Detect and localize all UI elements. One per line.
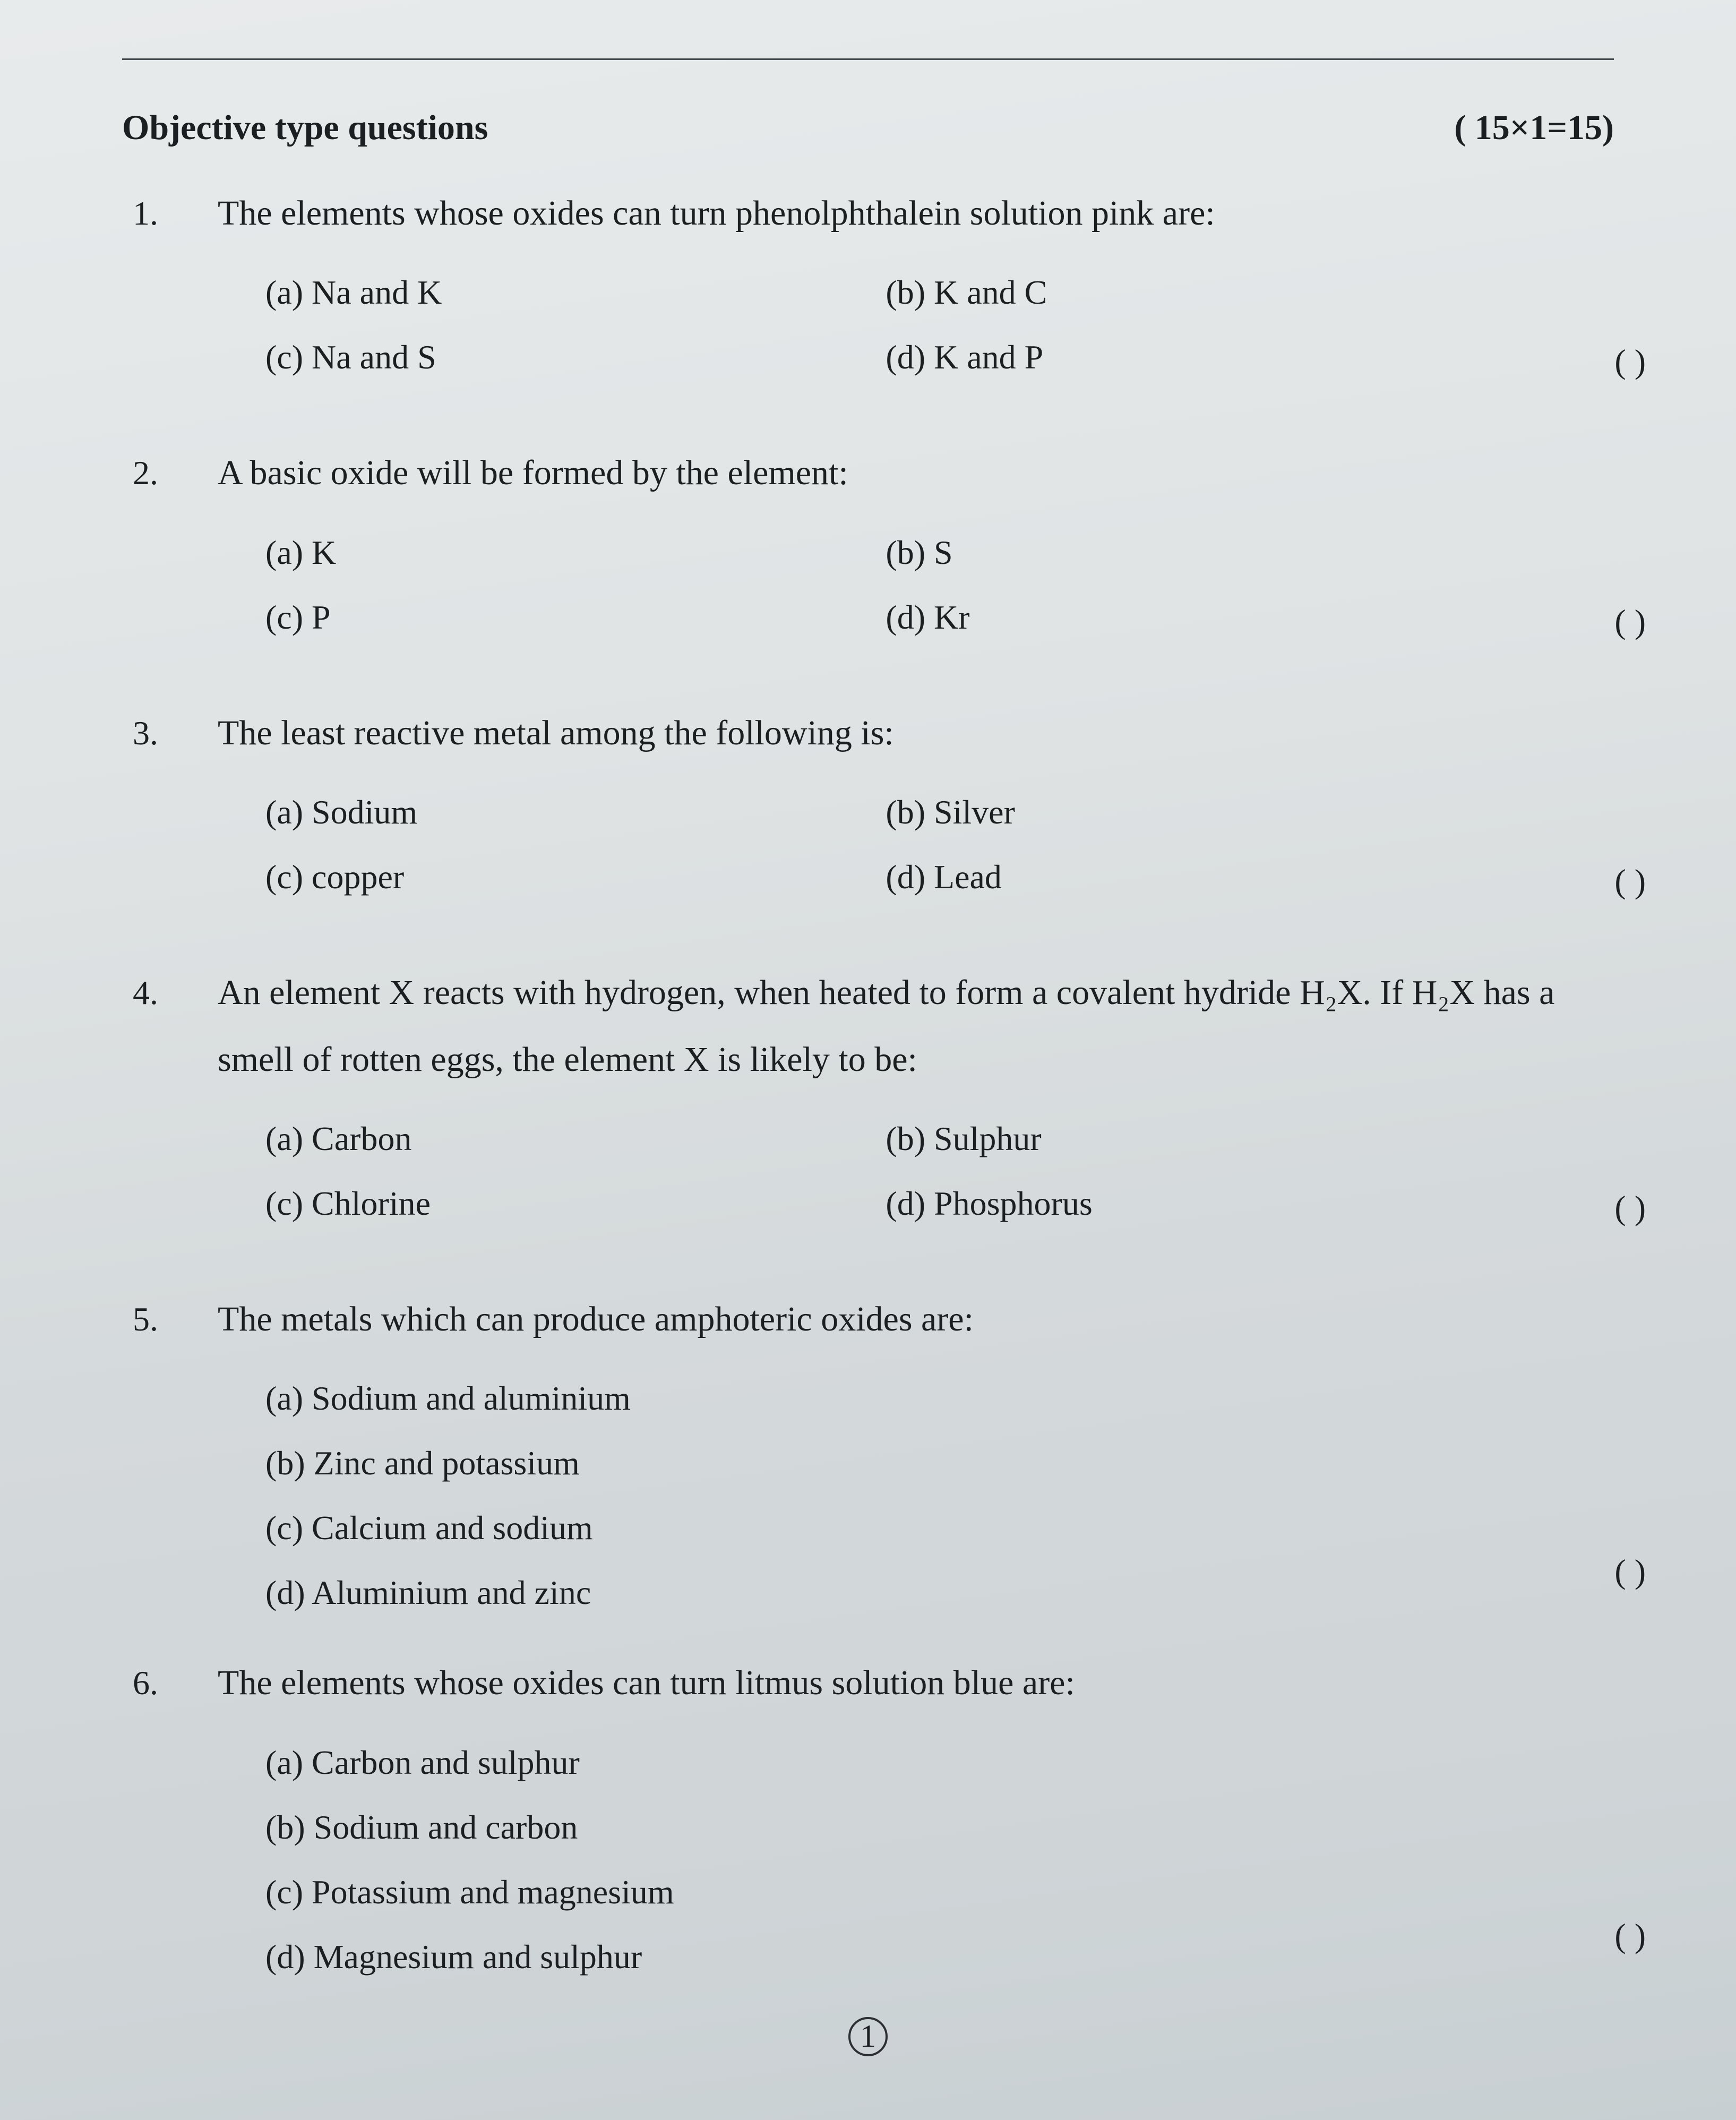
question-5: 5. The metals which can produce amphoter… xyxy=(122,1286,1614,1612)
option-c: (c) Na and S xyxy=(265,338,886,377)
answer-blank: ( ) xyxy=(1614,1188,1646,1228)
section-header: Objective type questions ( 15×1=15) xyxy=(122,108,1614,148)
option-d: (d) Aluminium and zinc xyxy=(265,1573,1614,1612)
option-b: (b) Sodium and carbon xyxy=(265,1808,1614,1847)
answer-blank: ( ) xyxy=(1614,1916,1646,1955)
option-b: (b) Sulphur xyxy=(886,1119,1506,1158)
option-d: (d) Kr xyxy=(886,598,1506,637)
options-block: (a) Na and K (b) K and C (c) Na and S (d… xyxy=(265,273,1614,402)
option-d: (d) Phosphorus xyxy=(886,1184,1506,1223)
question-text: The metals which can produce amphoteric … xyxy=(218,1286,1614,1352)
question-number: 6. xyxy=(122,1663,218,1703)
section-title: Objective type questions xyxy=(122,108,488,148)
exam-page: Objective type questions ( 15×1=15) 1. T… xyxy=(0,0,1736,2120)
question-number: 2. xyxy=(122,453,218,493)
question-text: The least reactive metal among the follo… xyxy=(218,700,1614,766)
question-row: 2. A basic oxide will be formed by the e… xyxy=(122,440,1614,506)
option-a: (a) Sodium and aluminium xyxy=(265,1379,1614,1418)
option-a: (a) Sodium xyxy=(265,793,886,832)
option-d: (d) Lead xyxy=(886,857,1506,897)
question-text: A basic oxide will be formed by the elem… xyxy=(218,440,1614,506)
option-b: (b) Zinc and potassium xyxy=(265,1444,1614,1483)
options-block: (a) K (b) S (c) P (d) Kr ( ) xyxy=(265,533,1614,663)
question-number: 1. xyxy=(122,194,218,233)
question-row: 1. The elements whose oxides can turn ph… xyxy=(122,180,1614,246)
answer-blank: ( ) xyxy=(1614,862,1646,901)
option-d: (d) K and P xyxy=(886,338,1506,377)
question-number: 4. xyxy=(122,973,218,1012)
option-c: (c) copper xyxy=(265,857,886,897)
answer-blank: ( ) xyxy=(1614,602,1646,641)
option-c: (c) Chlorine xyxy=(265,1184,886,1223)
options-block: (a) Carbon and sulphur (b) Sodium and ca… xyxy=(265,1743,1614,1977)
question-text: The elements whose oxides can turn litmu… xyxy=(218,1650,1614,1716)
question-row: 6. The elements whose oxides can turn li… xyxy=(122,1650,1614,1716)
question-2: 2. A basic oxide will be formed by the e… xyxy=(122,440,1614,662)
option-a: (a) Na and K xyxy=(265,273,886,312)
section-marks: ( 15×1=15) xyxy=(1454,108,1614,148)
question-row: 5. The metals which can produce amphoter… xyxy=(122,1286,1614,1352)
question-4: 4. An element X reacts with hydrogen, wh… xyxy=(122,959,1614,1249)
question-6: 6. The elements whose oxides can turn li… xyxy=(122,1650,1614,1976)
answer-blank: ( ) xyxy=(1614,1552,1646,1591)
option-d: (d) Magnesium and sulphur xyxy=(265,1937,1614,1977)
page-number: 1 xyxy=(848,2017,888,2056)
question-text: The elements whose oxides can turn pheno… xyxy=(218,180,1614,246)
option-b: (b) K and C xyxy=(886,273,1506,312)
option-a: (a) Carbon xyxy=(265,1119,886,1158)
option-b: (b) Silver xyxy=(886,793,1506,832)
top-divider xyxy=(122,58,1614,60)
option-a: (a) Carbon and sulphur xyxy=(265,1743,1614,1782)
question-number: 5. xyxy=(122,1300,218,1339)
question-number: 3. xyxy=(122,714,218,753)
option-a: (a) K xyxy=(265,533,886,572)
option-c: (c) Potassium and magnesium xyxy=(265,1873,1614,1912)
answer-blank: ( ) xyxy=(1614,342,1646,381)
option-c: (c) P xyxy=(265,598,886,637)
options-block: (a) Carbon (b) Sulphur (c) Chlorine (d) … xyxy=(265,1119,1614,1249)
options-block: (a) Sodium and aluminium (b) Zinc and po… xyxy=(265,1379,1614,1612)
question-text: An element X reacts with hydrogen, when … xyxy=(218,959,1614,1093)
option-c: (c) Calcium and sodium xyxy=(265,1508,1614,1548)
option-b: (b) S xyxy=(886,533,1506,572)
question-3: 3. The least reactive metal among the fo… xyxy=(122,700,1614,922)
options-block: (a) Sodium (b) Silver (c) copper (d) Lea… xyxy=(265,793,1614,922)
question-1: 1. The elements whose oxides can turn ph… xyxy=(122,180,1614,402)
question-row: 3. The least reactive metal among the fo… xyxy=(122,700,1614,766)
question-row: 4. An element X reacts with hydrogen, wh… xyxy=(122,959,1614,1093)
